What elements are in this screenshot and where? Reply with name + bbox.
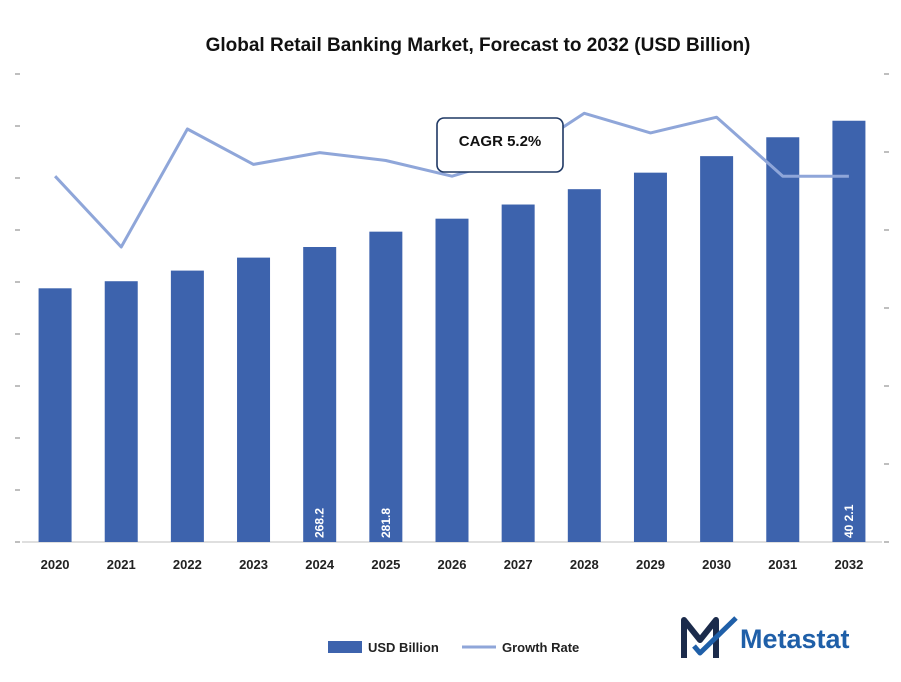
bar-2031 [766, 137, 800, 542]
x-tick-label: 2021 [107, 557, 136, 572]
bar-2032 [832, 120, 866, 543]
bar-2024 [303, 247, 337, 542]
cagr-callout: CAGR 5.2% [436, 117, 564, 173]
metastat-logo: Metastat [681, 616, 850, 658]
y-axis-right [884, 73, 889, 543]
x-tick-label: 2031 [768, 557, 797, 572]
data-labels: 268.2 281.8 40 2.1 [313, 504, 856, 538]
x-tick-label: 2029 [636, 557, 665, 572]
data-label-2025: 281.8 [379, 508, 393, 538]
chart-title: Global Retail Banking Market, Forecast t… [206, 35, 751, 56]
metastat-m-icon [681, 616, 738, 658]
x-tick-label: 2024 [305, 557, 335, 572]
cagr-text: CAGR 5.2% [459, 133, 542, 150]
line-series [54, 111, 849, 249]
cagr-box [436, 117, 564, 173]
bar-2022 [170, 270, 204, 542]
x-tick-label: 2032 [834, 557, 863, 572]
x-tick-label: 2022 [173, 557, 202, 572]
bar-2026 [435, 218, 469, 542]
bar-2020 [38, 288, 72, 542]
bar-2023 [237, 257, 271, 542]
x-tick-label: 2027 [504, 557, 533, 572]
x-tick-label: 2023 [239, 557, 268, 572]
bar-2028 [567, 189, 601, 542]
bar-series [38, 120, 866, 543]
legend-swatch-bar [328, 641, 362, 653]
bar-2021 [104, 281, 138, 542]
bar-2027 [501, 204, 535, 542]
x-tick-label: 2028 [570, 557, 599, 572]
growth-rate-line [54, 111, 849, 249]
bar-2030 [700, 156, 734, 542]
brand-name: Metastat [740, 624, 850, 654]
legend-label-line: Growth Rate [502, 640, 579, 655]
x-tick-label: 2025 [371, 557, 400, 572]
bar-2025 [369, 231, 403, 542]
bar-2029 [633, 172, 667, 542]
x-tick-label: 2026 [438, 557, 467, 572]
x-axis-ticks: 2020 2021 2022 2023 2024 2025 2026 2027 2028 2029… [41, 557, 864, 572]
x-tick-label: 2030 [702, 557, 731, 572]
y-axis-left [15, 73, 20, 543]
data-label-2024: 268.2 [313, 508, 327, 538]
legend-label-bar: USD Billion [368, 640, 439, 655]
legend: USD Billion Growth Rate [328, 640, 579, 655]
x-tick-label: 2020 [41, 557, 70, 572]
data-label-2032: 40 2.1 [842, 504, 856, 538]
